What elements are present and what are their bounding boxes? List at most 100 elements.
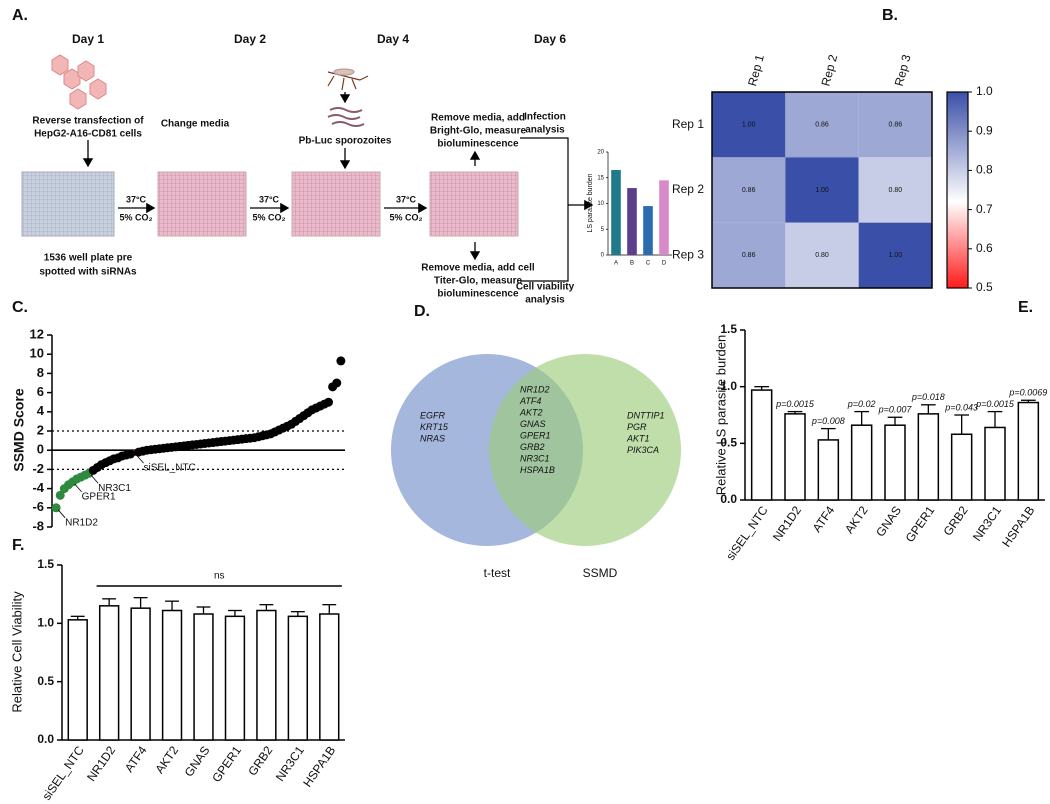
step-text: Pb-Luc sporozoites xyxy=(299,136,392,147)
bar xyxy=(224,615,246,741)
day-label: Day 1 xyxy=(72,32,104,46)
annotation: NR3C1 xyxy=(98,483,131,494)
y-axis-label: Relative Cell Viability xyxy=(9,591,24,713)
x-tick-label: D xyxy=(662,261,667,267)
x-tick-label: GPER1 xyxy=(209,743,244,785)
cell-label: 0.80 xyxy=(889,187,903,194)
venn-item: HSPA1B xyxy=(520,465,555,475)
x-tick-label: GNAS xyxy=(182,744,213,780)
incubation-text: 5% CO₂ xyxy=(389,212,422,222)
incubation-text: 5% CO₂ xyxy=(119,212,152,222)
y-tick-label: 0 xyxy=(601,253,605,259)
heatmap-cell xyxy=(712,157,786,223)
heatmap-cell xyxy=(712,222,786,288)
annotation: GPER1 xyxy=(82,492,116,503)
x-tick-label: GRB2 xyxy=(941,503,971,538)
bar xyxy=(884,424,906,501)
y-tick-label: 10 xyxy=(597,201,604,207)
column-label: Rep 3 xyxy=(892,53,914,88)
bar xyxy=(850,424,873,501)
y-tick-label: 12 xyxy=(30,326,44,341)
x-tick-label: HSPA1B xyxy=(300,744,338,790)
plate xyxy=(21,171,115,237)
x-tick-label: ATF4 xyxy=(810,503,838,535)
cell-label: 1.00 xyxy=(742,122,756,129)
y-tick-label: 1.0 xyxy=(37,616,54,630)
panel-label: C. xyxy=(12,299,28,316)
y-tick-label: 20 xyxy=(597,150,604,156)
venn-item: DNTTIP1 xyxy=(627,410,665,420)
x-tick-label: GNAS xyxy=(873,504,904,540)
bar xyxy=(643,206,653,255)
venn-item: GRB2 xyxy=(520,442,545,452)
heatmap-cell xyxy=(785,157,859,223)
venn-circle xyxy=(489,354,681,546)
step-text: spotted with siRNAs xyxy=(39,267,137,278)
y-tick-label: 10 xyxy=(30,346,44,361)
row-label: Rep 1 xyxy=(672,117,704,131)
heatmap-cell xyxy=(712,92,786,158)
colorbar-tick-label: 0.8 xyxy=(976,163,993,177)
venn-item: GPER1 xyxy=(520,430,551,440)
y-tick-label: 1.5 xyxy=(37,557,54,571)
x-tick-label: A xyxy=(614,261,618,267)
p-value: p=0.043 xyxy=(944,402,978,412)
venn-label: SSMD xyxy=(583,566,618,580)
bar xyxy=(161,609,183,741)
annotation: NR1D2 xyxy=(65,517,98,528)
x-tick-label: B xyxy=(630,261,634,267)
step-text: Titer-Glo, measure xyxy=(434,276,523,287)
incubation-text: 5% CO₂ xyxy=(252,212,285,222)
x-tick-label: NR1D2 xyxy=(770,503,804,544)
bar xyxy=(817,439,840,501)
day-label: Day 6 xyxy=(534,32,566,46)
bar xyxy=(67,619,88,741)
plate xyxy=(157,171,247,237)
bar xyxy=(130,607,151,741)
day-label: Day 4 xyxy=(377,32,409,46)
step-text: bioluminescence xyxy=(437,289,519,300)
y-tick-label: 6 xyxy=(37,384,44,399)
colorbar-tick-label: 0.9 xyxy=(976,123,993,137)
colorbar-tick-label: 0.6 xyxy=(976,241,993,255)
annotation-leader xyxy=(90,474,99,484)
bar xyxy=(917,413,940,501)
bracket xyxy=(520,137,569,282)
heatmap-cell xyxy=(858,222,932,288)
bar xyxy=(984,426,1006,501)
analysis-text: Cell viability xyxy=(516,282,575,293)
point xyxy=(323,397,333,407)
y-tick-label: 15 xyxy=(597,175,604,181)
venn-item: ATF4 xyxy=(519,396,541,406)
point xyxy=(332,378,342,388)
p-value: p=0.0015 xyxy=(975,399,1015,409)
column-label: Rep 2 xyxy=(818,53,840,88)
mosquito-icon xyxy=(327,68,369,91)
point xyxy=(125,449,135,459)
heatmap-border xyxy=(711,91,933,289)
x-tick-label: siSEL_NTC xyxy=(723,503,771,563)
heatmap-cell xyxy=(858,92,932,158)
p-value: p=0.02 xyxy=(847,399,876,409)
bar xyxy=(193,613,214,741)
annotation-leader xyxy=(74,483,82,493)
bar xyxy=(98,605,120,741)
y-tick-label: 1.0 xyxy=(720,379,737,393)
y-tick-label: 8 xyxy=(37,365,44,380)
y-tick-label: 0.0 xyxy=(720,492,737,506)
panel-label: E. xyxy=(1018,299,1033,316)
plate xyxy=(291,171,381,237)
row-label: Rep 3 xyxy=(672,248,704,262)
heatmap-cell xyxy=(785,222,859,288)
analysis-text: analysis xyxy=(525,125,565,136)
incubation-text: 37°C xyxy=(396,194,417,204)
step-text: HepG2-A16-CD81 cells xyxy=(34,129,142,140)
colorbar-tick-label: 0.5 xyxy=(976,280,993,294)
y-axis-label: LS parasite burden xyxy=(587,173,594,232)
x-tick-label: NR1D2 xyxy=(84,743,118,784)
step-text: Remove media, add xyxy=(431,113,525,124)
workflow-diagram xyxy=(21,54,594,282)
bar xyxy=(950,433,973,501)
y-tick-label: 5 xyxy=(601,227,605,233)
